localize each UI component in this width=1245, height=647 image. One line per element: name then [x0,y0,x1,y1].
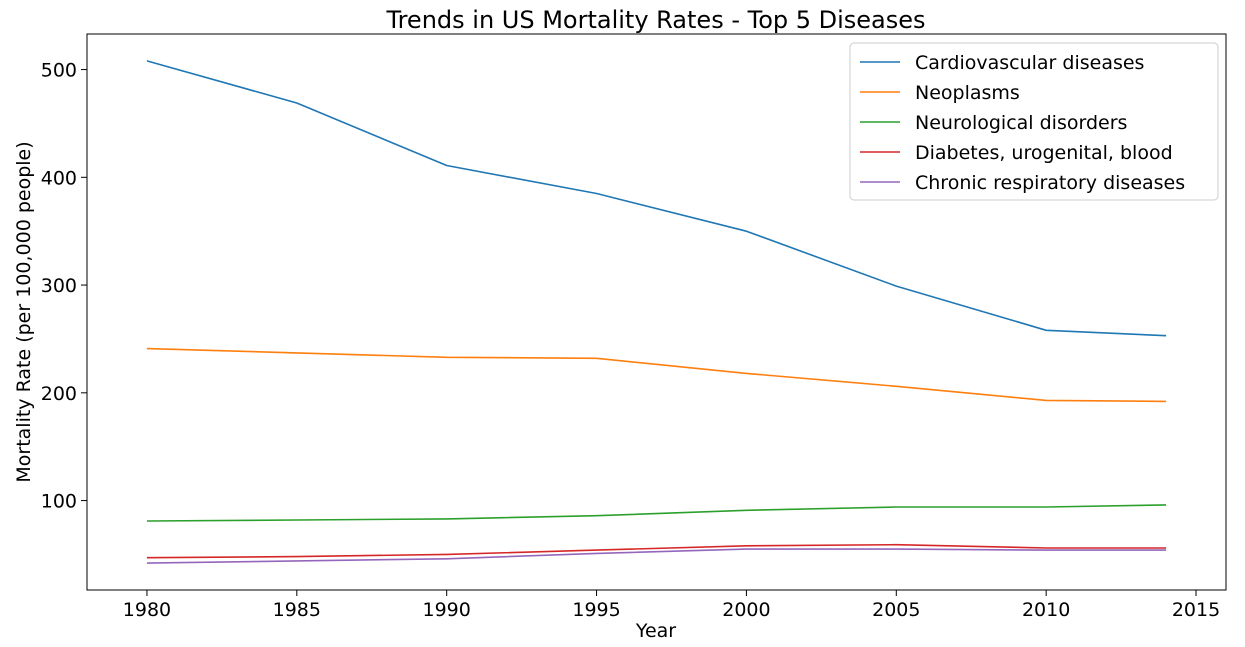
chart-title: Trends in US Mortality Rates - Top 5 Dis… [385,6,925,34]
legend-box [849,42,1219,201]
y-tick-label: 300 [41,275,77,297]
legend-label-4: Diabetes, urogenital, blood [915,142,1173,164]
legend-label-2: Neoplasms [915,82,1020,104]
legend-label-1: Cardiovascular diseases [915,52,1144,74]
plot-area [86,33,1227,591]
x-tick-label: 1995 [572,599,620,621]
series-line-1 [146,60,1167,337]
legend-label-3: Neurological disorders [915,112,1127,134]
legend-label-5: Chronic respiratory diseases [915,172,1185,194]
x-tick-label: 2015 [1172,599,1220,621]
x-axis-label: Year [635,620,676,642]
x-tick-label: 2000 [722,599,770,621]
y-tick-label: 400 [41,167,77,189]
series-line-5 [146,548,1167,564]
x-tick-label: 1990 [423,599,471,621]
y-tick-label: 200 [41,383,77,405]
legend: Cardiovascular diseases Neoplasms Neurolog… [849,42,1219,201]
x-tick-label: 1985 [273,599,321,621]
y-axis-label: Mortality Rate (per 100,000 people) [13,141,35,482]
series-line-4 [146,543,1167,559]
y-tick-label: 500 [41,60,77,82]
series-line-2 [146,347,1167,403]
x-tick-label: 2005 [872,599,920,621]
x-tick-label: 1980 [123,599,171,621]
series-line-3 [146,504,1167,522]
y-tick-label: 100 [41,491,77,513]
x-tick-label: 2010 [1022,599,1070,621]
